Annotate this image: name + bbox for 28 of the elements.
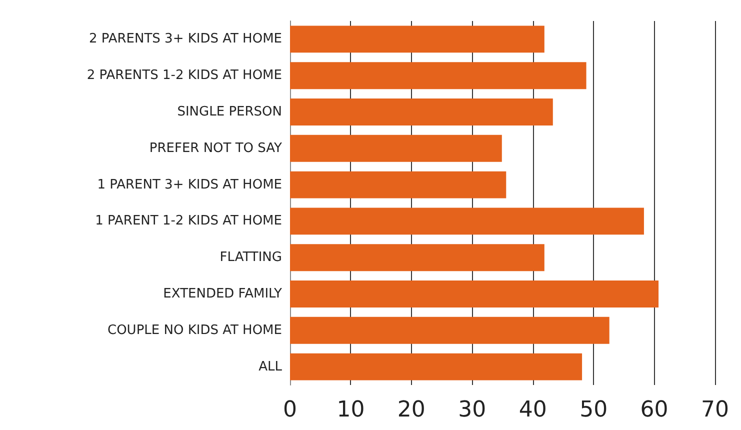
bar: [290, 98, 553, 126]
y-tick-label: SINGLE PERSON: [177, 104, 282, 120]
y-tick-label: 2 PARENTS 3+ KIDS AT HOME: [88, 32, 282, 47]
x-tick-label: 30: [458, 398, 486, 422]
y-tick-label: 1 PARENT 3+ KIDS AT HOME: [97, 177, 282, 192]
x-tick-label: 40: [518, 398, 547, 422]
x-tick-label: 0: [283, 398, 297, 422]
y-tick-label: COUPLE NO KIDS AT HOME: [108, 322, 282, 338]
y-tick-label: FLATTING: [220, 250, 282, 266]
bar: [290, 134, 502, 162]
y-tick-label: 2 PARENTS 1-2 KIDS AT HOME: [86, 68, 282, 84]
x-tick-label: 10: [336, 398, 365, 422]
x-tick-label: 50: [580, 398, 608, 422]
bar: [290, 208, 644, 235]
x-tick-label: 20: [397, 398, 426, 422]
x-tick-label: 60: [640, 398, 668, 422]
bar: [290, 171, 506, 198]
bar: [290, 62, 586, 90]
x-tick-label: 70: [701, 398, 729, 422]
bar: [290, 280, 659, 308]
bar: [290, 353, 582, 380]
bar: [290, 244, 544, 272]
y-tick-label: ALL: [258, 359, 283, 374]
bar: [290, 26, 544, 53]
bar: [290, 316, 610, 344]
y-tick-label: 1 PARENT 1-2 KIDS AT HOME: [95, 214, 282, 229]
y-tick-label: EXTENDED FAMILY: [163, 286, 282, 302]
y-tick-label: PREFER NOT TO SAY: [149, 140, 282, 156]
